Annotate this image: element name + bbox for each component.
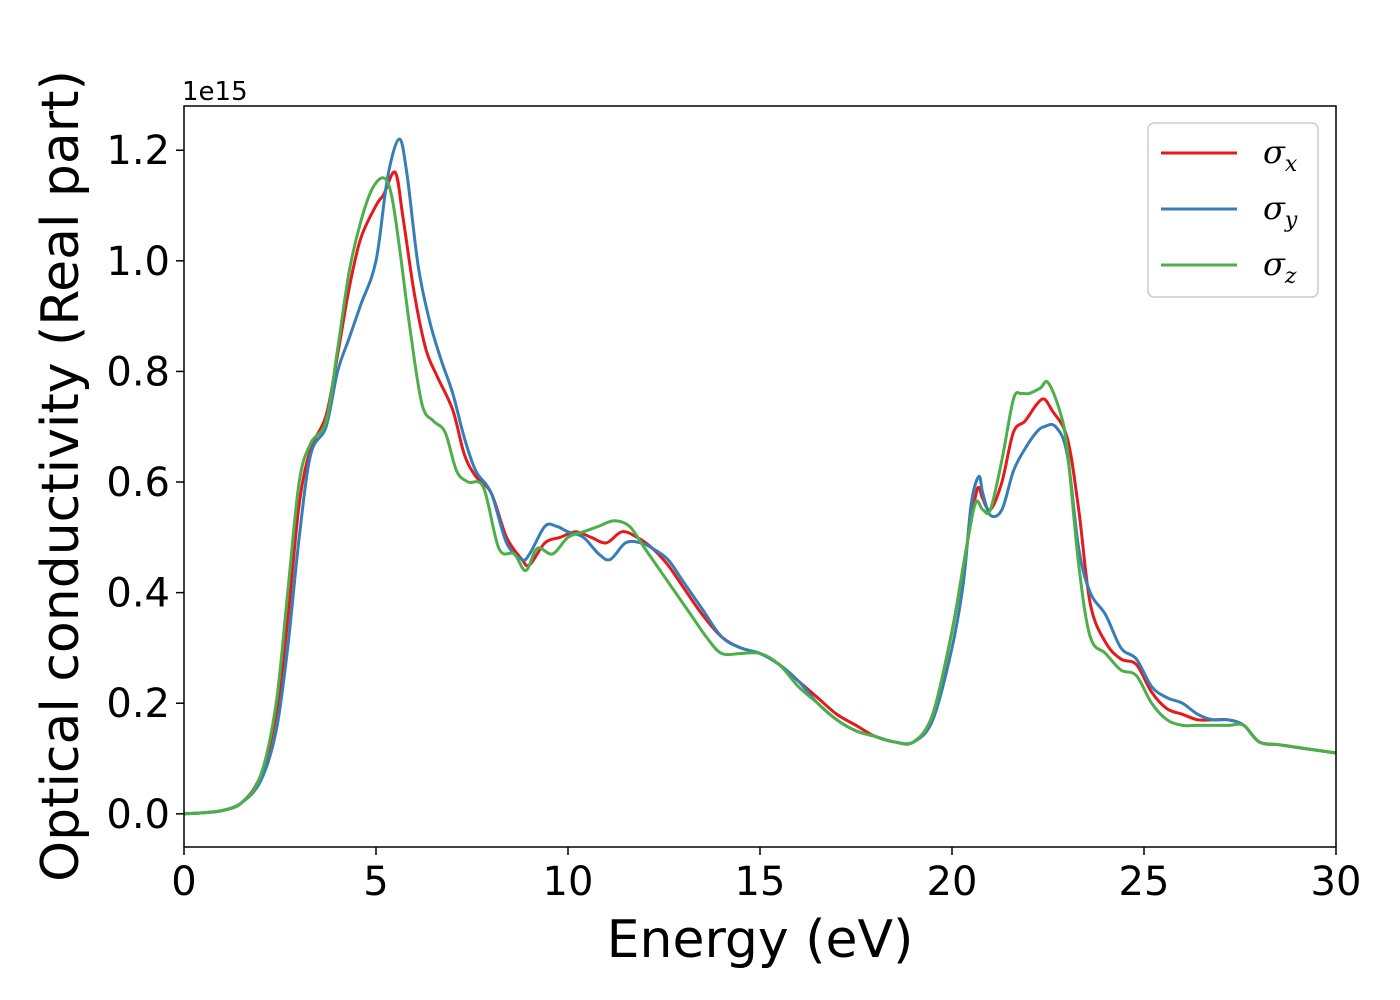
x-tick-label: 30 — [1311, 859, 1362, 905]
legend: σx σy σz — [1147, 122, 1319, 298]
legend-label-sigma-z: σz — [1263, 245, 1297, 289]
y-tick-label: 0.2 — [106, 681, 170, 727]
y-axis-ticks: 0.0 0.2 0.4 0.6 0.8 1.0 1.2 — [106, 128, 184, 838]
legend-label-sigma-y: σy — [1263, 189, 1298, 233]
series-line-sigma-z — [184, 176, 1336, 816]
x-tick-label: 5 — [363, 859, 388, 905]
y-axis-label: Optical conductivity (Real part) — [31, 70, 91, 882]
y-tick-label: 0.6 — [106, 460, 170, 506]
y-tick-label: 1.2 — [106, 128, 170, 174]
y-tick-label: 1.0 — [106, 239, 170, 285]
y-tick-label: 0.8 — [106, 349, 170, 395]
x-axis-label: Energy (eV) — [607, 910, 914, 970]
y-tick-label: 0.0 — [106, 792, 170, 838]
y-offset-label: 1e15 — [182, 77, 248, 107]
x-tick-label: 25 — [1119, 859, 1170, 905]
legend-label-sigma-x: σx — [1263, 133, 1298, 177]
x-tick-label: 10 — [543, 859, 594, 905]
series-layer — [184, 137, 1336, 816]
series-line-sigma-y — [184, 137, 1336, 816]
x-tick-label: 0 — [171, 859, 196, 905]
x-tick-label: 20 — [927, 859, 978, 905]
x-tick-label: 15 — [735, 859, 786, 905]
x-axis-ticks: 0 5 10 15 20 25 30 — [171, 847, 1361, 905]
y-tick-label: 0.4 — [106, 571, 170, 617]
